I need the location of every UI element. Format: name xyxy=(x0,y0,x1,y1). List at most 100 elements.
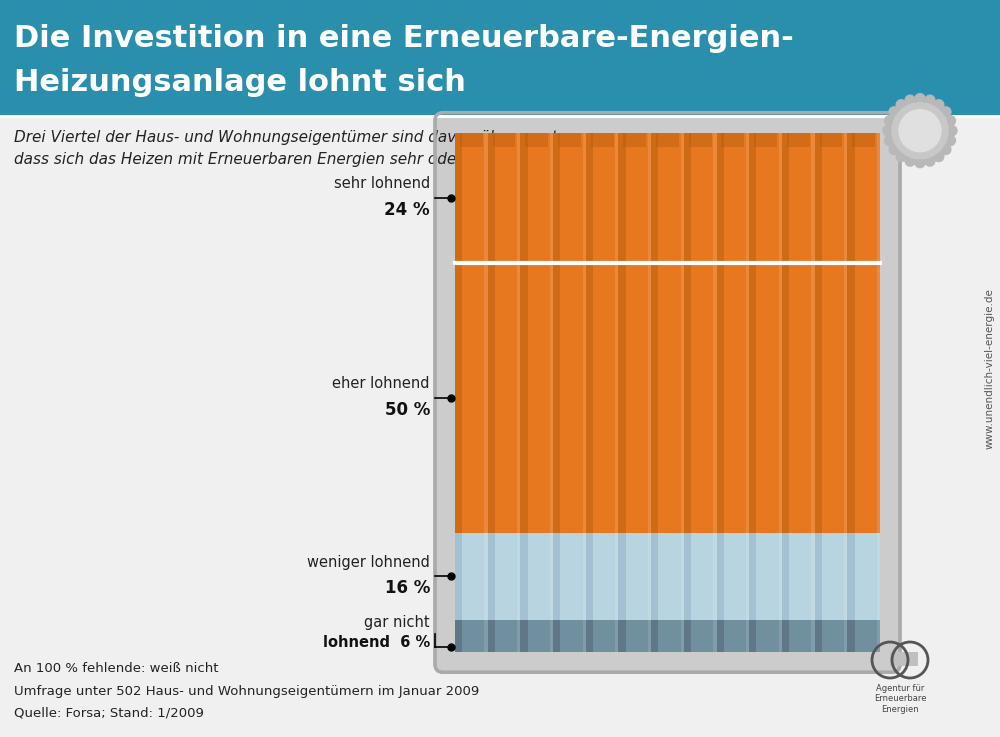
Bar xyxy=(749,620,756,652)
Text: gar nicht: gar nicht xyxy=(364,615,430,630)
Circle shape xyxy=(885,116,895,126)
Bar xyxy=(586,133,593,262)
Bar xyxy=(455,262,488,533)
Bar xyxy=(782,133,789,262)
Circle shape xyxy=(899,110,941,152)
Bar xyxy=(484,262,488,533)
Bar xyxy=(782,262,789,533)
Text: Quelle: Forsa; Stand: 1/2009: Quelle: Forsa; Stand: 1/2009 xyxy=(14,707,204,719)
Bar xyxy=(815,620,822,652)
Bar xyxy=(681,620,684,652)
Bar xyxy=(684,133,717,262)
Bar xyxy=(615,133,618,262)
Bar xyxy=(684,133,691,262)
Bar xyxy=(890,124,910,138)
Bar xyxy=(717,133,724,262)
Bar xyxy=(618,133,651,262)
Text: Agentur für
Erneuerbare
Energien: Agentur für Erneuerbare Energien xyxy=(874,684,926,714)
Bar xyxy=(550,133,553,262)
Text: Drei Viertel der Haus- und Wohnungseigentümer sind davon überzeugt,: Drei Viertel der Haus- und Wohnungseigen… xyxy=(14,130,562,144)
Bar xyxy=(779,262,782,533)
Bar xyxy=(713,533,717,620)
Bar xyxy=(591,133,614,147)
Bar xyxy=(618,133,626,262)
Circle shape xyxy=(905,95,915,105)
Bar xyxy=(525,133,548,147)
Text: lohnend  6 %: lohnend 6 % xyxy=(323,635,430,650)
Bar xyxy=(583,262,586,533)
Bar xyxy=(717,133,749,262)
Bar xyxy=(779,620,782,652)
Circle shape xyxy=(896,152,906,161)
Bar xyxy=(586,262,593,533)
Bar xyxy=(553,133,586,262)
Bar xyxy=(681,262,684,533)
Bar xyxy=(553,262,586,533)
Bar xyxy=(877,533,880,620)
Text: eher lohnend: eher lohnend xyxy=(332,377,430,391)
Bar xyxy=(651,262,684,533)
Circle shape xyxy=(934,152,944,161)
Bar xyxy=(586,620,593,652)
Bar xyxy=(782,620,789,652)
Circle shape xyxy=(896,99,906,110)
Bar xyxy=(852,133,875,147)
Bar xyxy=(877,620,880,652)
Bar xyxy=(455,533,462,620)
Bar xyxy=(815,133,847,262)
Bar xyxy=(815,533,822,620)
Bar xyxy=(717,620,724,652)
Bar xyxy=(749,133,782,262)
Bar xyxy=(651,133,658,262)
Bar xyxy=(648,620,651,652)
Bar xyxy=(615,262,618,533)
Bar xyxy=(847,262,880,533)
Bar xyxy=(844,133,847,262)
Bar xyxy=(455,533,488,620)
Bar xyxy=(847,133,880,262)
Bar xyxy=(488,133,520,262)
Bar xyxy=(651,133,684,262)
Bar xyxy=(782,533,815,620)
Bar xyxy=(488,262,495,533)
Bar xyxy=(890,652,918,666)
Bar xyxy=(815,133,822,262)
Circle shape xyxy=(945,116,955,126)
Bar xyxy=(553,620,560,652)
Circle shape xyxy=(885,136,895,145)
Bar xyxy=(618,620,626,652)
Bar xyxy=(586,262,618,533)
Bar xyxy=(815,262,847,533)
Bar xyxy=(484,533,488,620)
Bar xyxy=(586,133,618,262)
Bar xyxy=(749,133,756,262)
Bar xyxy=(651,533,658,620)
Bar xyxy=(517,620,520,652)
Bar xyxy=(488,262,520,533)
Bar xyxy=(623,133,646,147)
Bar xyxy=(844,533,847,620)
Bar xyxy=(689,133,712,147)
Bar xyxy=(847,620,880,652)
Bar xyxy=(754,133,777,147)
Circle shape xyxy=(915,94,925,104)
Circle shape xyxy=(925,156,935,166)
Bar xyxy=(717,262,749,533)
Bar xyxy=(681,133,684,262)
Circle shape xyxy=(934,99,944,110)
Bar xyxy=(684,620,691,652)
Text: sehr lohnend: sehr lohnend xyxy=(334,176,430,191)
Bar xyxy=(455,133,488,262)
Bar xyxy=(713,620,717,652)
Bar xyxy=(811,620,815,652)
Bar xyxy=(455,262,462,533)
Bar xyxy=(583,133,586,262)
Bar xyxy=(746,262,749,533)
Text: www.unendlich-viel-energie.de: www.unendlich-viel-energie.de xyxy=(985,289,995,450)
Bar xyxy=(553,262,560,533)
Bar xyxy=(847,133,855,262)
Bar xyxy=(844,620,847,652)
Bar xyxy=(782,262,815,533)
Bar xyxy=(684,262,717,533)
Bar xyxy=(648,262,651,533)
